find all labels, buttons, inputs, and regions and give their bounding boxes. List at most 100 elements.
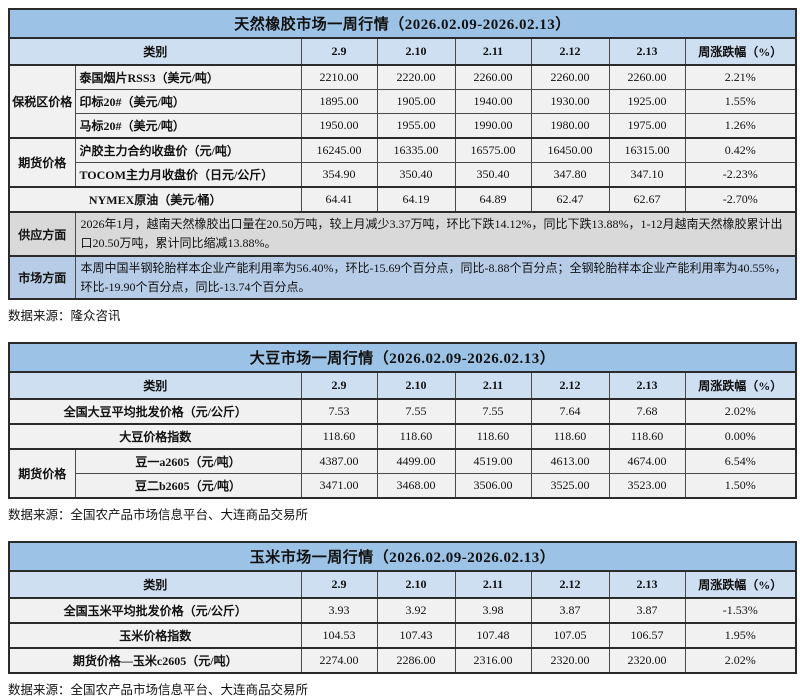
value-cell: 16575.00 <box>454 137 532 163</box>
value-cell: 7.68 <box>608 398 686 425</box>
value-cell: 16335.00 <box>376 137 456 163</box>
column-header-date: 2.10 <box>376 371 456 401</box>
row-label: 马标20#（美元/吨） <box>74 113 302 139</box>
column-header-category: 类别 <box>8 371 302 401</box>
value-cell: 106.57 <box>608 622 686 649</box>
table-row: TOCOM主力月收盘价（日元/公斤） 354.90 350.40 350.40 … <box>9 162 797 188</box>
value-cell: 64.41 <box>300 186 378 213</box>
table-title-row: 玉米市场一周行情（2026.02.09-2026.02.13） <box>8 541 797 573</box>
value-cell: 4613.00 <box>530 448 610 475</box>
row-label: 沪胶主力合约收盘价（元/吨） <box>74 137 302 163</box>
value-cell: 1980.00 <box>530 113 610 139</box>
spacer <box>8 321 800 342</box>
table-row: 期货价格 沪胶主力合约收盘价（元/吨） 16245.00 16335.00 16… <box>8 137 797 188</box>
value-cell: 2260.00 <box>454 64 532 90</box>
market-note-row: 市场方面 本周中国半钢轮胎样本企业产能利用率为56.40%，环比-15.69个百… <box>8 254 797 300</box>
table-row: 豆二b2605（元/吨） 3471.00 3468.00 3506.00 352… <box>9 473 797 499</box>
column-header-category: 类别 <box>8 37 302 66</box>
column-header-date: 2.11 <box>454 37 532 66</box>
column-header-change: 周涨跌幅（%） <box>684 37 797 66</box>
column-header-date: 2.13 <box>608 37 686 66</box>
value-cell: 2210.00 <box>300 64 378 90</box>
change-cell: 0.42% <box>684 137 797 163</box>
value-cell: 3.92 <box>376 597 456 624</box>
table-title-row: 大豆市场一周行情（2026.02.09-2026.02.13） <box>8 342 797 374</box>
column-header-date: 2.9 <box>300 37 378 66</box>
value-cell: 3468.00 <box>376 473 456 499</box>
value-cell: 7.55 <box>454 398 532 425</box>
change-cell: 2.21% <box>684 64 797 90</box>
value-cell: 1975.00 <box>608 113 686 139</box>
header-row: 类别 2.9 2.10 2.11 2.12 2.13 周涨跌幅（%） <box>8 570 797 600</box>
value-cell: 104.53 <box>300 622 378 649</box>
soybean-table: 大豆市场一周行情（2026.02.09-2026.02.13） 类别 2.9 2… <box>8 342 797 500</box>
table-row: 期货价格—玉米c2605（元/吨） 2274.00 2286.00 2316.0… <box>8 647 797 674</box>
value-cell: 1925.00 <box>608 89 686 114</box>
value-cell: 3.93 <box>300 597 378 624</box>
value-cell: 118.60 <box>300 423 378 450</box>
row-label: TOCOM主力月收盘价（日元/公斤） <box>74 162 302 188</box>
value-cell: 2286.00 <box>376 647 456 674</box>
column-header-change: 周涨跌幅（%） <box>684 371 797 401</box>
row-label: 全国大豆平均批发价格（元/公斤） <box>8 398 302 425</box>
supply-text: 2026年1月，越南天然橡胶出口量在20.50万吨，较上月减少3.37万吨，环比… <box>74 211 797 257</box>
column-header-date: 2.12 <box>530 371 610 401</box>
value-cell: 2260.00 <box>608 64 686 90</box>
value-cell: 4499.00 <box>376 448 456 475</box>
change-cell: 1.50% <box>684 473 797 499</box>
value-cell: 2316.00 <box>454 647 532 674</box>
row-label: 泰国烟片RSS3（美元/吨） <box>74 64 302 90</box>
value-cell: 16245.00 <box>300 137 378 163</box>
value-cell: 107.05 <box>530 622 610 649</box>
change-cell: -1.53% <box>684 597 797 624</box>
supply-label: 供应方面 <box>8 211 76 257</box>
value-cell: 3525.00 <box>530 473 610 499</box>
column-header-date: 2.12 <box>530 570 610 600</box>
value-cell: 7.53 <box>300 398 378 425</box>
value-cell: 1940.00 <box>454 89 532 114</box>
change-cell: 1.26% <box>684 113 797 139</box>
value-cell: 350.40 <box>376 162 456 188</box>
source-note: 数据来源：全国农产品市场信息平台、大连商品交易所 <box>8 683 309 698</box>
table-row: 全国玉米平均批发价格（元/公斤） 3.93 3.92 3.98 3.87 3.8… <box>8 597 797 624</box>
value-cell: 3.87 <box>530 597 610 624</box>
row-label: 豆一a2605（元/吨） <box>74 448 302 475</box>
change-cell: -2.70% <box>684 186 797 213</box>
row-label: 印标20#（美元/吨） <box>74 89 302 114</box>
value-cell: 118.60 <box>608 423 686 450</box>
header-row: 类别 2.9 2.10 2.11 2.12 2.13 周涨跌幅（%） <box>8 371 797 401</box>
header-row: 类别 2.9 2.10 2.11 2.12 2.13 周涨跌幅（%） <box>8 37 797 66</box>
market-text: 本周中国半钢轮胎样本企业产能利用率为56.40%，环比-15.69个百分点，同比… <box>74 254 797 300</box>
column-header-change: 周涨跌幅（%） <box>684 570 797 600</box>
value-cell: 7.64 <box>530 398 610 425</box>
change-cell: -2.23% <box>684 162 797 188</box>
column-header-date: 2.9 <box>300 371 378 401</box>
table-title: 大豆市场一周行情（2026.02.09-2026.02.13） <box>8 342 797 374</box>
value-cell: 3523.00 <box>608 473 686 499</box>
column-header-date: 2.13 <box>608 570 686 600</box>
value-cell: 62.67 <box>608 186 686 213</box>
spacer <box>8 520 800 541</box>
table-row: 马标20#（美元/吨） 1950.00 1955.00 1990.00 1980… <box>9 113 797 139</box>
value-cell: 354.90 <box>300 162 378 188</box>
group-label-futures: 期货价格 <box>8 448 76 499</box>
change-cell: 2.02% <box>684 647 797 674</box>
change-cell: 6.54% <box>684 448 797 475</box>
group-label-futures: 期货价格 <box>8 137 76 188</box>
value-cell: 118.60 <box>530 423 610 450</box>
row-label: 期货价格—玉米c2605（元/吨） <box>8 647 302 674</box>
row-label: 大豆价格指数 <box>8 423 302 450</box>
value-cell: 347.10 <box>608 162 686 188</box>
value-cell: 7.55 <box>376 398 456 425</box>
value-cell: 16450.00 <box>530 137 610 163</box>
market-label: 市场方面 <box>8 254 76 300</box>
column-header-date: 2.12 <box>530 37 610 66</box>
value-cell: 1895.00 <box>300 89 378 114</box>
value-cell: 16315.00 <box>608 137 686 163</box>
row-label: NYMEX原油（美元/桶） <box>8 186 302 213</box>
column-header-category: 类别 <box>8 570 302 600</box>
value-cell: 107.43 <box>376 622 456 649</box>
rubber-table: 天然橡胶市场一周行情（2026.02.09-2026.02.13） 类别 2.9… <box>8 8 797 301</box>
table-row: 保税区价格 泰国烟片RSS3（美元/吨） 2210.00 2220.00 226… <box>8 64 797 139</box>
